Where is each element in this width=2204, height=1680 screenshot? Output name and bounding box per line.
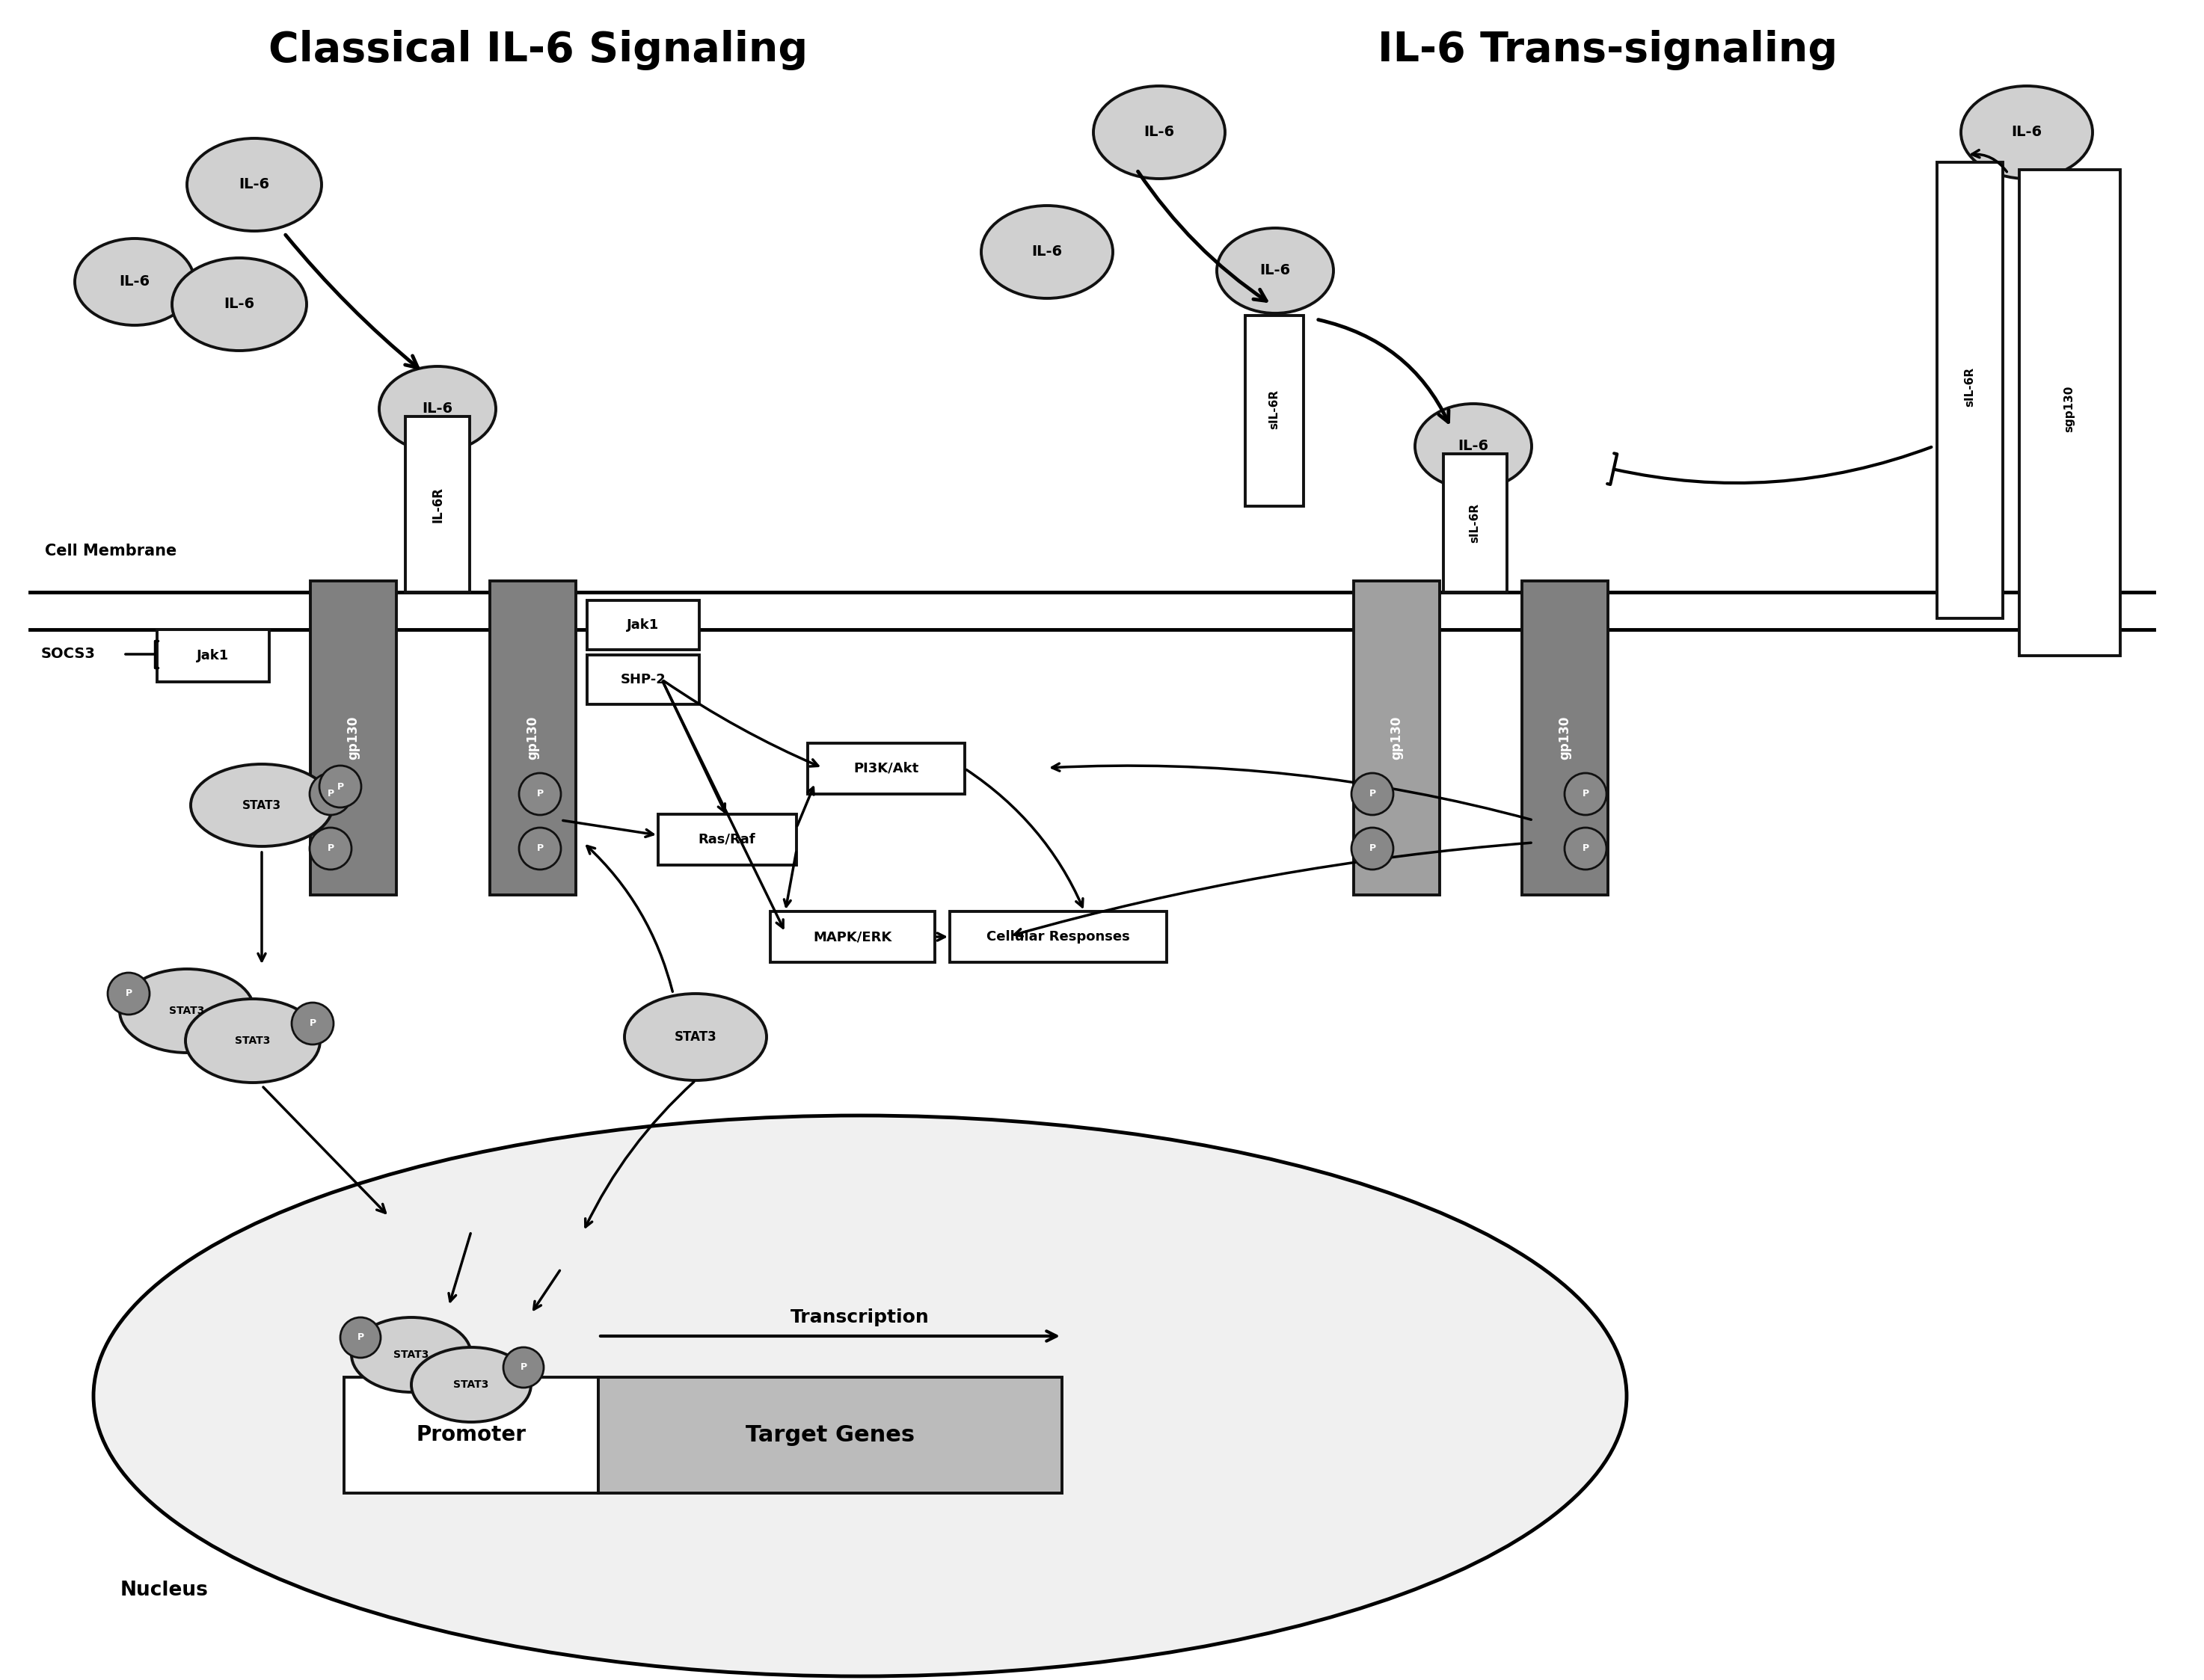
FancyBboxPatch shape — [1523, 581, 1609, 895]
Text: gp130: gp130 — [1558, 716, 1571, 759]
Ellipse shape — [339, 1317, 381, 1357]
FancyBboxPatch shape — [1353, 581, 1439, 895]
Text: Classical IL-6 Signaling: Classical IL-6 Signaling — [269, 30, 809, 71]
Ellipse shape — [379, 366, 496, 452]
Ellipse shape — [185, 1000, 320, 1082]
Text: IL-6: IL-6 — [1457, 438, 1488, 454]
Text: Promoter: Promoter — [417, 1425, 527, 1445]
Text: P: P — [326, 790, 335, 800]
Ellipse shape — [172, 259, 306, 351]
Text: IL-6: IL-6 — [119, 276, 150, 289]
Text: IL-6R: IL-6R — [430, 487, 445, 522]
Text: STAT3: STAT3 — [170, 1006, 205, 1016]
Text: Jak1: Jak1 — [626, 618, 659, 632]
Ellipse shape — [309, 773, 350, 815]
Text: IL-6: IL-6 — [225, 297, 256, 311]
Text: SHP-2: SHP-2 — [622, 674, 666, 687]
Text: IL-6: IL-6 — [1144, 126, 1175, 139]
Text: STAT3: STAT3 — [236, 1035, 271, 1047]
FancyBboxPatch shape — [597, 1378, 1062, 1494]
FancyBboxPatch shape — [2019, 170, 2120, 655]
FancyBboxPatch shape — [950, 912, 1166, 963]
FancyBboxPatch shape — [406, 417, 469, 591]
Text: IL-6: IL-6 — [1031, 245, 1062, 259]
Ellipse shape — [624, 993, 767, 1080]
FancyBboxPatch shape — [311, 581, 397, 895]
Ellipse shape — [320, 766, 361, 808]
Text: IL-6: IL-6 — [1261, 264, 1292, 277]
Text: Target Genes: Target Genes — [745, 1425, 915, 1445]
Text: Cell Membrane: Cell Membrane — [44, 544, 176, 558]
Ellipse shape — [93, 1116, 1627, 1677]
Text: SOCS3: SOCS3 — [42, 647, 95, 662]
Text: Transcription: Transcription — [791, 1309, 930, 1326]
Text: STAT3: STAT3 — [454, 1379, 489, 1389]
FancyBboxPatch shape — [771, 912, 934, 963]
FancyBboxPatch shape — [344, 1378, 597, 1494]
Text: STAT3: STAT3 — [674, 1030, 716, 1043]
Text: IL-6: IL-6 — [423, 402, 452, 417]
Text: P: P — [536, 843, 544, 853]
Text: STAT3: STAT3 — [395, 1349, 430, 1361]
Text: Nucleus: Nucleus — [121, 1581, 209, 1599]
Text: sIL-6R: sIL-6R — [1964, 366, 1975, 407]
Text: P: P — [1369, 790, 1375, 800]
Text: P: P — [520, 1362, 527, 1373]
Text: P: P — [1582, 843, 1589, 853]
Text: IL-6 Trans-signaling: IL-6 Trans-signaling — [1378, 30, 1838, 71]
Text: sIL-6R: sIL-6R — [1470, 502, 1481, 543]
Ellipse shape — [981, 205, 1113, 299]
Ellipse shape — [187, 138, 322, 232]
FancyBboxPatch shape — [807, 743, 965, 795]
Text: Jak1: Jak1 — [196, 648, 229, 662]
Text: gp130: gp130 — [527, 716, 540, 759]
Text: P: P — [357, 1332, 364, 1342]
Ellipse shape — [192, 764, 333, 847]
FancyBboxPatch shape — [1444, 454, 1508, 591]
Text: sgp130: sgp130 — [2063, 386, 2074, 432]
Ellipse shape — [518, 828, 560, 870]
Ellipse shape — [350, 1317, 472, 1393]
FancyBboxPatch shape — [1937, 163, 2003, 618]
Ellipse shape — [1351, 773, 1393, 815]
FancyBboxPatch shape — [586, 600, 699, 650]
Ellipse shape — [1565, 828, 1607, 870]
Ellipse shape — [1217, 228, 1333, 312]
Text: P: P — [126, 990, 132, 998]
Ellipse shape — [309, 828, 350, 870]
Text: P: P — [337, 781, 344, 791]
Ellipse shape — [108, 973, 150, 1015]
Ellipse shape — [503, 1347, 544, 1388]
Ellipse shape — [412, 1347, 531, 1421]
Ellipse shape — [75, 239, 194, 326]
Text: P: P — [1582, 790, 1589, 800]
Ellipse shape — [119, 969, 253, 1053]
Text: Cellular Responses: Cellular Responses — [987, 931, 1131, 944]
Text: Ras/Raf: Ras/Raf — [699, 833, 756, 847]
Ellipse shape — [1093, 86, 1225, 178]
Text: gp130: gp130 — [1389, 716, 1404, 759]
FancyBboxPatch shape — [489, 581, 575, 895]
Ellipse shape — [1565, 773, 1607, 815]
Ellipse shape — [1962, 86, 2092, 178]
Text: STAT3: STAT3 — [242, 800, 282, 811]
Text: PI3K/Akt: PI3K/Akt — [853, 761, 919, 776]
Text: P: P — [326, 843, 335, 853]
Text: sIL-6R: sIL-6R — [1270, 390, 1281, 428]
FancyBboxPatch shape — [659, 815, 796, 865]
Ellipse shape — [1351, 828, 1393, 870]
Text: IL-6: IL-6 — [238, 178, 269, 192]
FancyBboxPatch shape — [1245, 316, 1303, 506]
Text: P: P — [1369, 843, 1375, 853]
Ellipse shape — [1415, 403, 1532, 489]
Text: gp130: gp130 — [346, 716, 359, 759]
Text: P: P — [309, 1018, 315, 1028]
Text: MAPK/ERK: MAPK/ERK — [813, 931, 893, 944]
FancyBboxPatch shape — [156, 630, 269, 682]
Text: P: P — [536, 790, 544, 800]
FancyBboxPatch shape — [586, 655, 699, 704]
Ellipse shape — [291, 1003, 333, 1045]
Ellipse shape — [518, 773, 560, 815]
Text: IL-6: IL-6 — [2012, 126, 2043, 139]
